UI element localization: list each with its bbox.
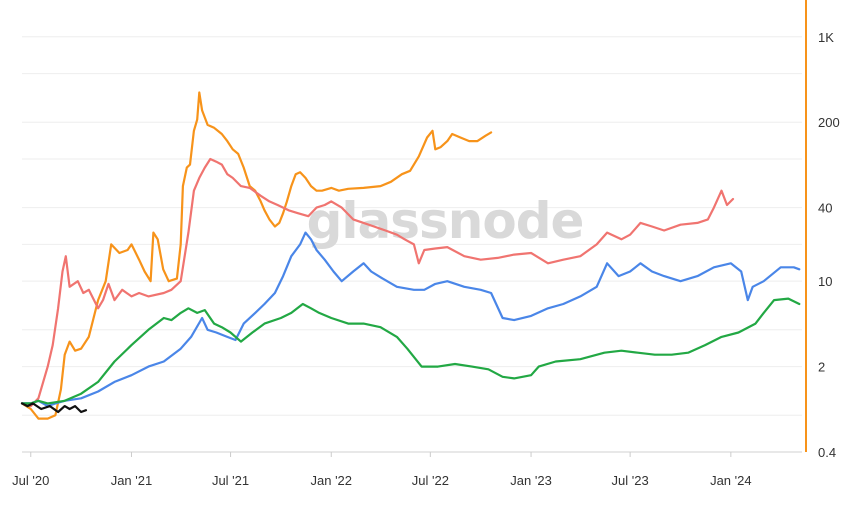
x-tick-label-7: Jan '24 [710,473,752,488]
series-line-blue [20,231,801,408]
glassnode-watermark: glassnode [307,192,584,250]
series-layer [20,91,801,420]
y-tick-label-2: 10 [818,274,832,289]
x-tick-label-3: Jan '22 [311,473,353,488]
y-tick-label-0: 0.4 [818,445,836,460]
x-tick-label-4: Jul '22 [412,473,449,488]
series-line-red [20,157,735,408]
x-tick-label-0: Jul '20 [12,473,49,488]
x-tick-label-5: Jan '23 [510,473,552,488]
x-axis-ticks: Jul '20 Jan '21 Jul '21 Jan '22 Jul '22 Jan '… [12,452,752,488]
y-tick-label-4: 200 [818,115,840,130]
x-tick-label-1: Jan '21 [111,473,153,488]
x-tick-label-6: Jul '23 [612,473,649,488]
y-tick-label-3: 40 [818,201,832,216]
y-axis-ticks: 0.4 2 10 40 200 1K [818,30,840,460]
series-line-orange [20,91,493,420]
series-line-green [20,297,801,405]
y-tick-label-5: 1K [818,30,834,45]
series-line-black [20,402,88,414]
x-tick-label-2: Jul '21 [212,473,249,488]
y-tick-label-1: 2 [818,360,825,375]
